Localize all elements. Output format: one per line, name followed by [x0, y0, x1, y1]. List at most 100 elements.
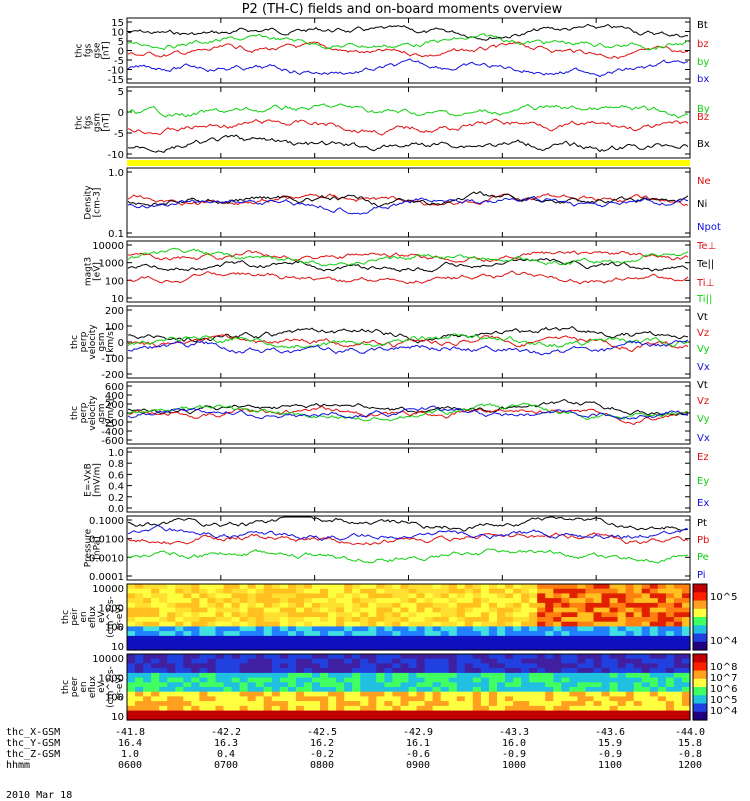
heatmap-cell [255, 626, 265, 632]
heatmap-cell [207, 705, 216, 712]
heatmap-cell [480, 631, 490, 637]
heatmap-cell [392, 696, 401, 702]
heatmap-cell [673, 602, 683, 609]
heatmap-cell [199, 710, 208, 716]
heatmap-cell [521, 705, 530, 712]
heatmap-cell [312, 710, 321, 716]
heatmap-cell [127, 687, 136, 693]
heatmap-cell [408, 617, 418, 623]
heatmap-cell [303, 612, 313, 618]
heatmap-cell [199, 584, 208, 590]
heatmap-cell [312, 672, 321, 679]
heatmap-cell [505, 668, 514, 674]
heatmap-cell [352, 696, 361, 702]
heatmap-cell [665, 593, 675, 599]
heatmap-cell [175, 687, 184, 693]
heatmap-cell [464, 640, 474, 646]
heatmap-cell [191, 710, 200, 716]
heatmap-cell [416, 715, 426, 721]
heatmap-cell [368, 654, 377, 660]
legend-label: Ti|| [696, 294, 712, 305]
heatmap-cell [135, 598, 144, 604]
heatmap-cell [239, 584, 249, 590]
heatmap-cell [513, 682, 522, 688]
heatmap-cell [424, 677, 434, 683]
series-line-By [127, 103, 689, 119]
y-axis-label: sr-eV) [115, 604, 125, 630]
heatmap-cell [625, 631, 635, 637]
heatmap-cell [553, 654, 562, 660]
heatmap-cell [456, 617, 466, 623]
heatmap-cell [561, 635, 570, 642]
heatmap-cell [143, 691, 152, 697]
heatmap-cell [513, 640, 522, 646]
heatmap-cell [641, 701, 651, 707]
heatmap-cell [464, 617, 474, 623]
heatmap-cell [521, 626, 530, 632]
heatmap-cell [545, 612, 554, 618]
heatmap-cell [625, 701, 635, 707]
heatmap-cell [617, 705, 627, 712]
heatmap-cell [633, 715, 643, 721]
heatmap-cell [279, 668, 289, 674]
heatmap-cell [279, 607, 289, 613]
heatmap-cell [673, 640, 683, 646]
heatmap-cell [665, 677, 675, 683]
heatmap-cell [416, 631, 426, 637]
heatmap-cell [649, 715, 659, 721]
heatmap-cell [569, 691, 578, 697]
heatmap-cell [183, 640, 192, 646]
heatmap-cell [649, 677, 659, 683]
heatmap-cell [183, 602, 192, 609]
heatmap-cell [617, 682, 627, 688]
heatmap-cell [497, 645, 506, 651]
heatmap-cell [336, 691, 345, 697]
heatmap-cell [271, 687, 281, 693]
series-line-bx [127, 58, 689, 78]
heatmap-cell [464, 626, 474, 632]
heatmap-cell [135, 705, 144, 712]
heatmap-cell [135, 593, 144, 599]
heatmap-cell [440, 710, 450, 716]
heatmap-cell [352, 640, 361, 646]
heatmap-cell [159, 584, 168, 590]
heatmap-cell [416, 654, 426, 660]
heatmap-cell [199, 677, 208, 683]
heatmap-cell [682, 612, 691, 618]
heatmap-cell [497, 715, 506, 721]
heatmap-cell [408, 691, 418, 697]
heatmap-cell [151, 715, 160, 721]
y-axis-label: en [79, 681, 89, 692]
heatmap-cell [673, 584, 683, 590]
heatmap-cell [649, 705, 659, 712]
heatmap-cell [625, 682, 635, 688]
heatmap-cell [263, 607, 273, 613]
heatmap-cell [295, 584, 305, 590]
heatmap-cell [673, 701, 683, 707]
heatmap-cell [609, 672, 619, 679]
heatmap-cell [191, 668, 200, 674]
footer-value: -0.2 [309, 749, 335, 760]
heatmap-cell [537, 677, 546, 683]
heatmap-cell [279, 621, 289, 627]
heatmap-cell [392, 668, 401, 674]
heatmap-cell [682, 701, 691, 707]
heatmap-cell [497, 617, 506, 623]
heatmap-cell [143, 602, 152, 609]
heatmap-cell [207, 584, 216, 590]
heatmap-cell [569, 593, 578, 599]
heatmap-cell [529, 607, 538, 613]
heatmap-cell [649, 687, 659, 693]
heatmap-cell [336, 602, 345, 609]
heatmap-cell [472, 696, 482, 702]
heatmap-cell [537, 602, 546, 609]
heatmap-cell [432, 710, 442, 716]
heatmap-cell [159, 654, 168, 660]
heatmap-cell [175, 607, 184, 613]
heatmap-cell [271, 645, 281, 651]
legend-label: bz [697, 39, 709, 50]
heatmap-cell [344, 612, 353, 618]
heatmap-cell [472, 710, 482, 716]
heatmap-cell [577, 710, 586, 716]
